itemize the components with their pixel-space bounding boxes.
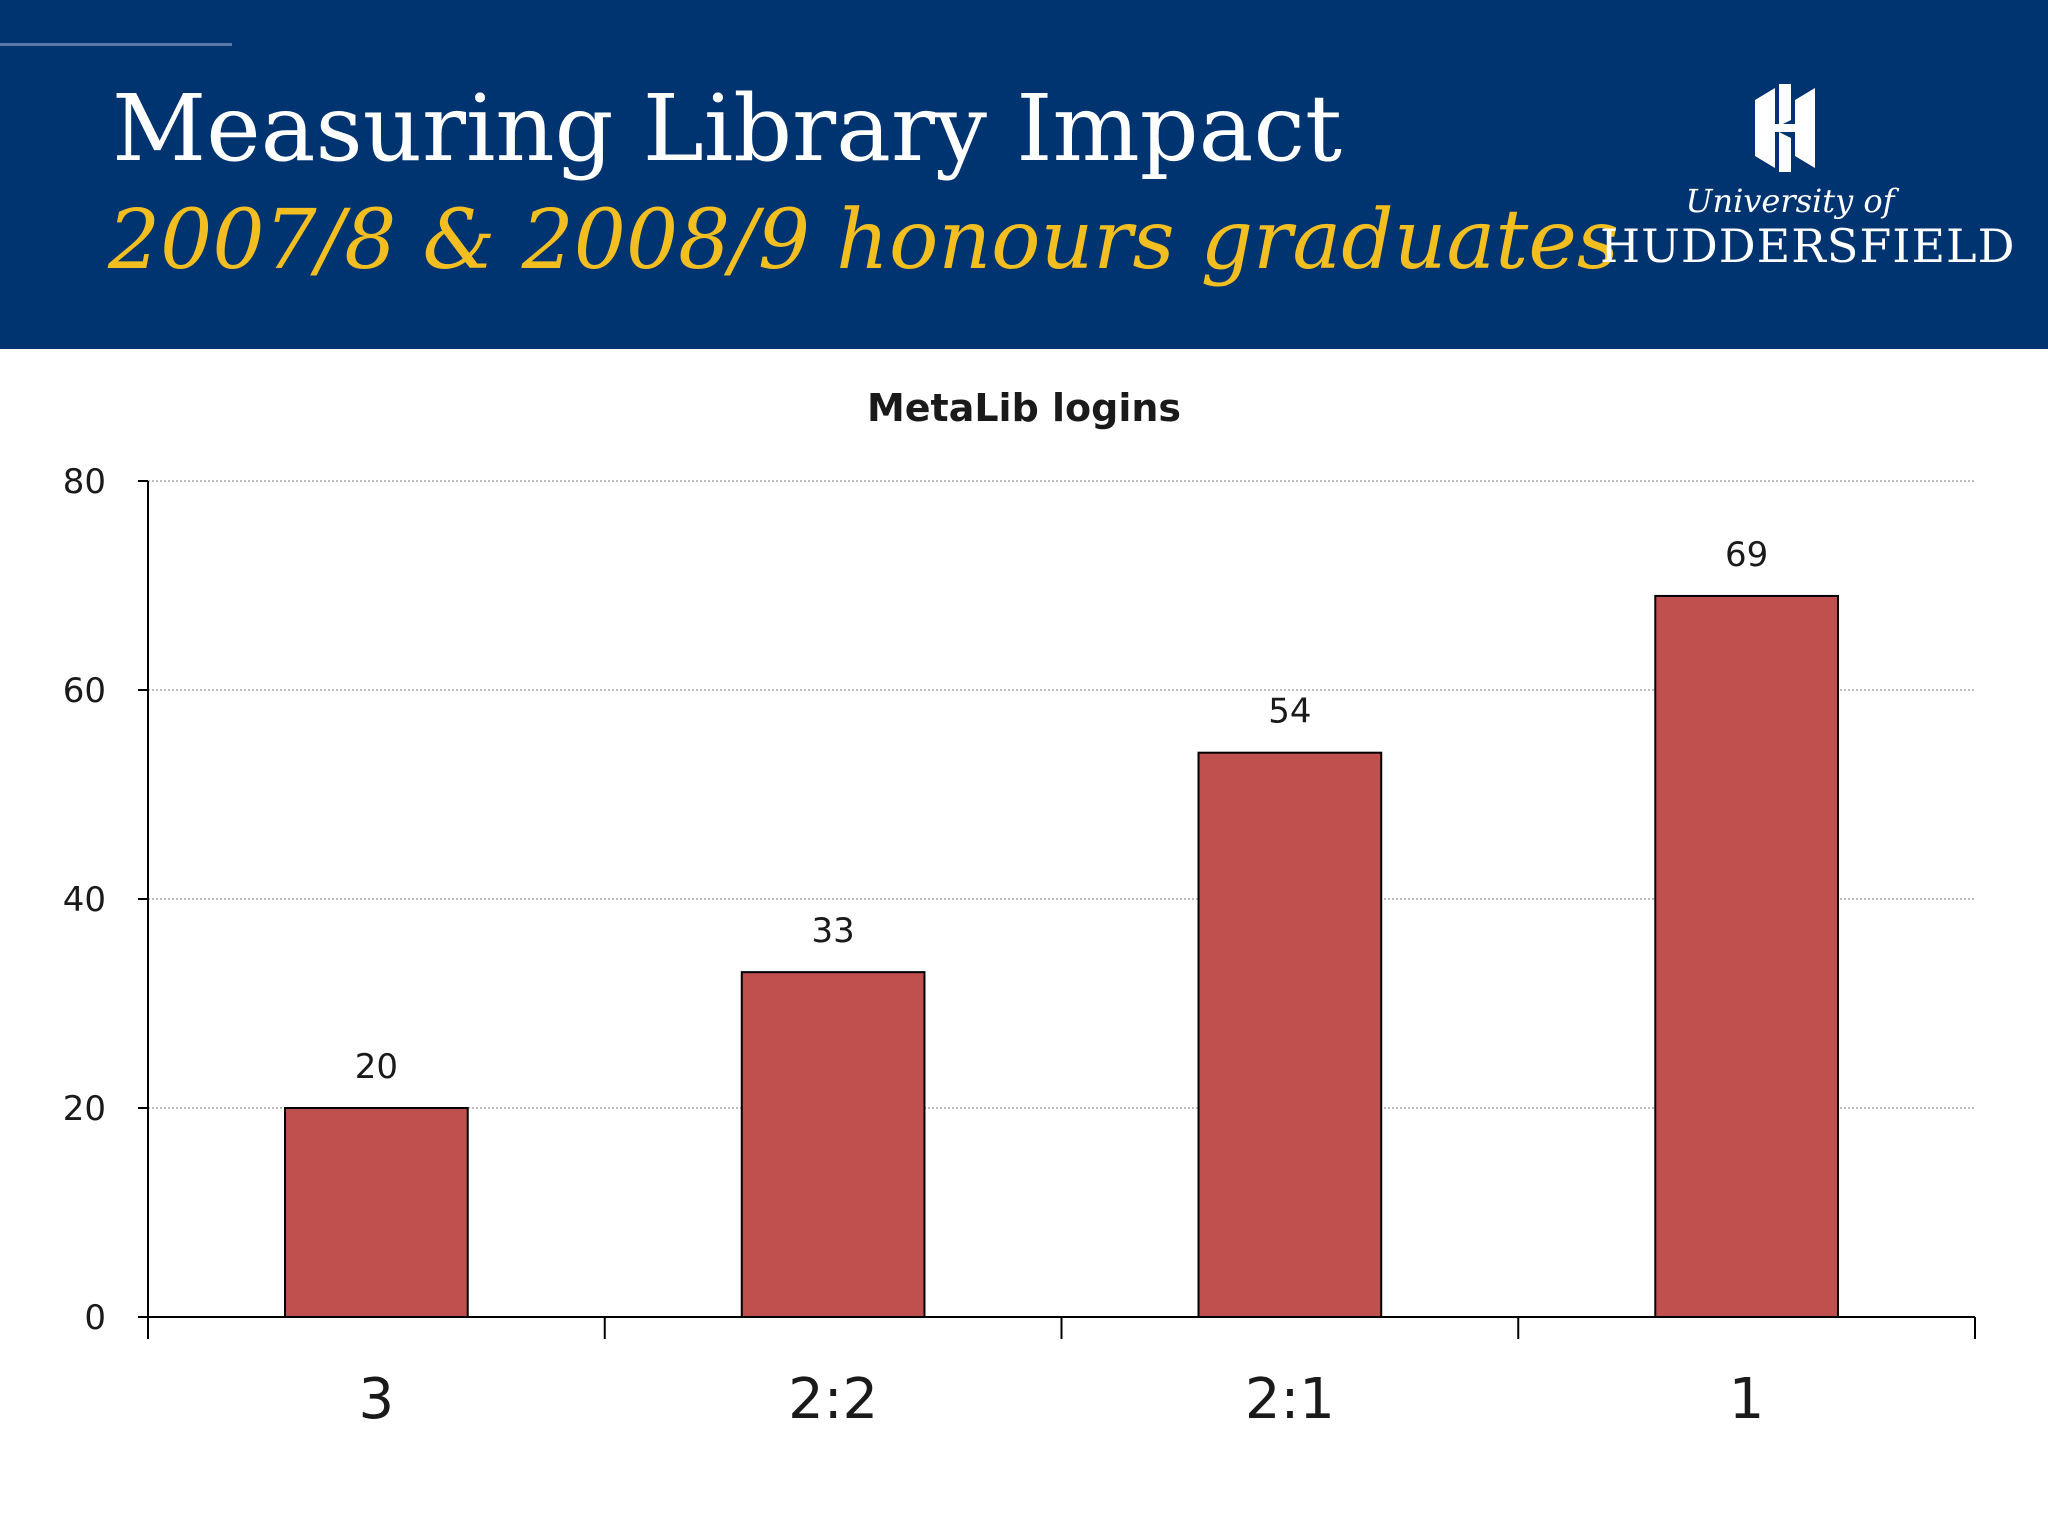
logo-line-university: University of (1685, 182, 1895, 220)
data-label: 69 (1725, 535, 1768, 575)
y-tick-label: 60 (63, 671, 106, 711)
university-crest-icon (1755, 84, 1815, 172)
y-tick-label: 80 (63, 462, 106, 502)
x-tick-label: 2:2 (788, 1367, 878, 1432)
header-accent-line (0, 43, 232, 46)
bar-2 (740, 971, 926, 1319)
university-logo: University of HUDDERSFIELD (1600, 74, 2016, 274)
x-tick-label: 1 (1729, 1367, 1765, 1432)
y-tick-label: 40 (63, 880, 106, 920)
bar-1 (284, 1107, 469, 1318)
chart-title: MetaLib logins (867, 386, 1181, 430)
y-tick-label: 0 (84, 1298, 106, 1338)
slide-title: Measuring Library Impact (112, 75, 1343, 182)
x-tick-label: 2:1 (1245, 1367, 1335, 1432)
bar-chart: MetaLib logins 20 33 54 69 0 20 40 60 80 3 2:2 2:1… (0, 349, 2048, 1536)
data-label: 33 (811, 911, 854, 951)
bar-3 (1197, 751, 1383, 1318)
bar-layer: 20 33 54 69 (284, 535, 1839, 1319)
x-tick-label: 3 (359, 1367, 395, 1432)
axis-layer: 0 20 40 60 80 3 2:2 2:1 1 (63, 462, 1976, 1432)
slide-header: Measuring Library Impact 2007/8 & 2008/9… (0, 0, 2048, 349)
y-tick-label: 20 (63, 1089, 106, 1129)
logo-line-huddersfield: HUDDERSFIELD (1600, 219, 2016, 273)
data-label: 20 (355, 1047, 398, 1087)
bar-4 (1654, 594, 1839, 1318)
chart-svg: MetaLib logins 20 33 54 69 0 20 40 60 80 3 2:2 2:1… (63, 386, 1976, 1432)
slide-subtitle: 2007/8 & 2008/9 honours graduates (108, 193, 1619, 288)
data-label: 54 (1268, 692, 1311, 732)
